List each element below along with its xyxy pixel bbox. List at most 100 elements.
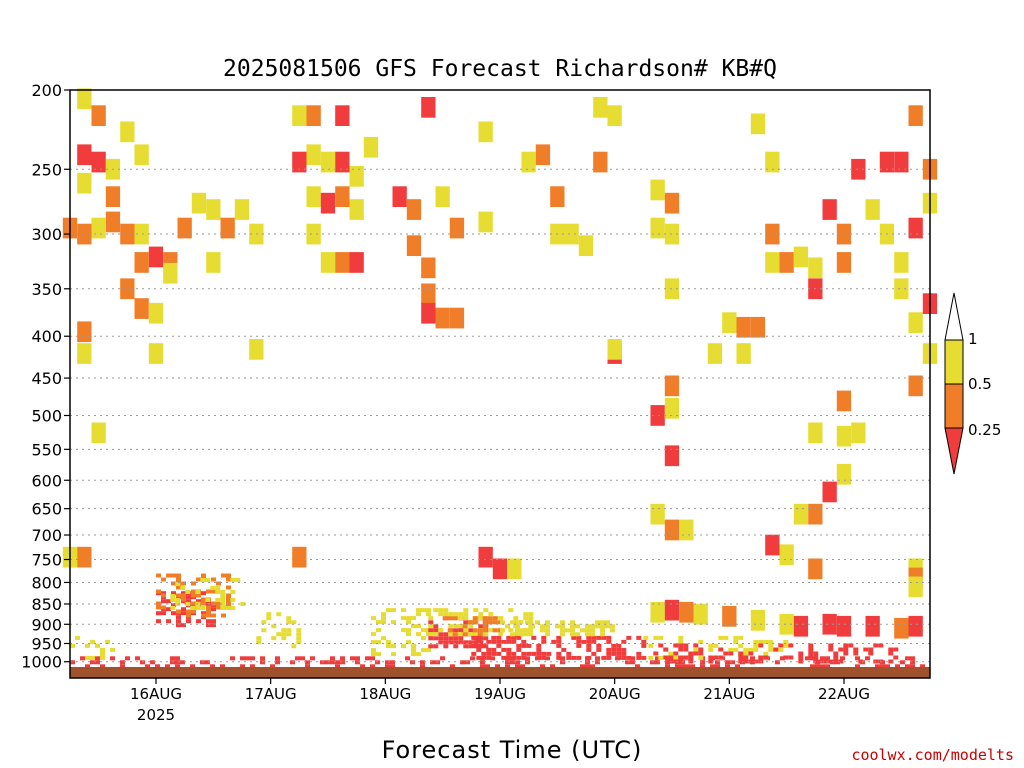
heatmap-cell: [391, 608, 396, 613]
heatmap-cell: [170, 660, 175, 665]
heatmap-cell: [707, 343, 723, 364]
heatmap-cell: [863, 647, 869, 652]
heatmap-cell: [120, 121, 135, 143]
heatmap-cell: [575, 624, 580, 629]
heatmap-cell: [630, 660, 635, 665]
x-tick-label: 22AUG: [818, 685, 870, 703]
heatmap-cell: [473, 632, 479, 637]
heatmap-cell: [865, 199, 880, 220]
axes: 200 250 300 350 400 450 500 550 600 650 700 750 800 8…: [21, 81, 931, 724]
heatmap-cell: [710, 664, 715, 669]
heatmap-cell: [465, 660, 470, 665]
heatmap-cell: [447, 628, 453, 633]
heatmap-cell: [448, 632, 454, 637]
heatmap-cell: [664, 192, 680, 214]
heatmap-cell: [823, 659, 829, 664]
heatmap-cell: [516, 655, 522, 660]
heatmap-cell: [606, 639, 612, 644]
heatmap-cell: [516, 643, 522, 648]
heatmap-cell: [471, 643, 477, 648]
heatmap-cell: [463, 608, 469, 613]
heatmap-cell: [230, 598, 236, 602]
heatmap-cell: [718, 635, 724, 640]
heatmap-cell: [655, 656, 660, 661]
heatmap-cell: [200, 606, 206, 610]
heatmap-cell: [560, 660, 565, 665]
heatmap-cell: [556, 643, 562, 648]
heatmap-cell: [211, 623, 216, 628]
heatmap-cell: [893, 655, 899, 660]
heatmap-cell: [482, 628, 488, 633]
heatmap-cell: [586, 643, 592, 648]
heatmap-cell: [708, 647, 714, 652]
heatmap-cell: [433, 636, 439, 641]
heatmap-cell: [360, 664, 365, 669]
heatmap-cell: [80, 656, 85, 661]
heatmap-cell: [401, 616, 406, 621]
heatmap-cell: [416, 632, 421, 637]
heatmap-cell: [470, 656, 475, 661]
heatmap-cell: [808, 655, 814, 660]
heatmap-cell: [349, 166, 364, 187]
heatmap-cell: [733, 647, 739, 652]
heatmap-cell: [808, 651, 814, 656]
heatmap-cell: [750, 113, 766, 135]
heatmap-cell: [591, 639, 597, 644]
heatmap-cell: [190, 664, 195, 669]
heatmap-cell: [206, 199, 221, 220]
heatmap-cell: [200, 660, 205, 665]
heatmap-cell: [888, 651, 894, 656]
heatmap-cell: [813, 651, 819, 656]
heatmap-cell: [260, 656, 265, 661]
heatmap-cell: [630, 656, 635, 661]
heatmap-cell: [843, 651, 849, 656]
heatmap-cell: [220, 590, 226, 594]
heatmap-cell: [225, 606, 231, 610]
heatmap-cell: [736, 343, 751, 364]
heatmap-cell: [433, 608, 439, 613]
heatmap-cell: [501, 647, 507, 652]
heatmap-cell: [663, 655, 669, 660]
heatmap-cell: [593, 97, 608, 118]
heatmap-cell: [693, 647, 699, 652]
heatmap-cell: [476, 639, 482, 644]
heatmap-cells: [62, 88, 938, 669]
heatmap-cell: [100, 655, 105, 660]
heatmap-cell: [805, 656, 810, 661]
heatmap-cell: [501, 655, 507, 660]
heatmap-cell: [306, 105, 321, 126]
heatmap-cell: [570, 620, 575, 625]
heatmap-cell: [736, 316, 751, 338]
y-tick-label: 850: [31, 595, 62, 614]
heatmap-cell: [540, 624, 545, 629]
heatmap-cell: [165, 664, 170, 669]
colorbar-red-triangle: [944, 427, 964, 475]
heatmap-cell: [363, 136, 379, 158]
heatmap-cell: [275, 660, 280, 665]
heatmap-cell: [586, 635, 592, 640]
heatmap-cell: [758, 655, 764, 660]
heatmap-cell: [430, 660, 435, 665]
heatmap-cell: [750, 656, 755, 661]
heatmap-cell: [508, 628, 514, 633]
heatmap-cell: [411, 644, 416, 649]
heatmap-cell: [606, 635, 612, 640]
heatmap-cell: [778, 643, 784, 648]
heatmap-cell: [516, 635, 522, 640]
heatmap-cell: [438, 636, 444, 641]
heatmap-cell: [410, 660, 415, 665]
heatmap-cell: [596, 643, 602, 648]
y-tick-label: 400: [31, 327, 62, 346]
heatmap-cell: [822, 481, 837, 503]
heatmap-cell: [226, 601, 231, 606]
heatmap-cell: [156, 619, 161, 624]
heatmap-cell: [698, 651, 704, 656]
heatmap-cell: [585, 628, 590, 633]
heatmap-cell: [853, 647, 859, 652]
heatmap-cell: [443, 608, 449, 613]
heatmap-cell: [511, 639, 517, 644]
heatmap-cell: [778, 647, 784, 652]
heatmap-cell: [215, 586, 221, 590]
y-tick-label: 750: [31, 551, 62, 570]
heatmap-cell: [181, 597, 186, 602]
